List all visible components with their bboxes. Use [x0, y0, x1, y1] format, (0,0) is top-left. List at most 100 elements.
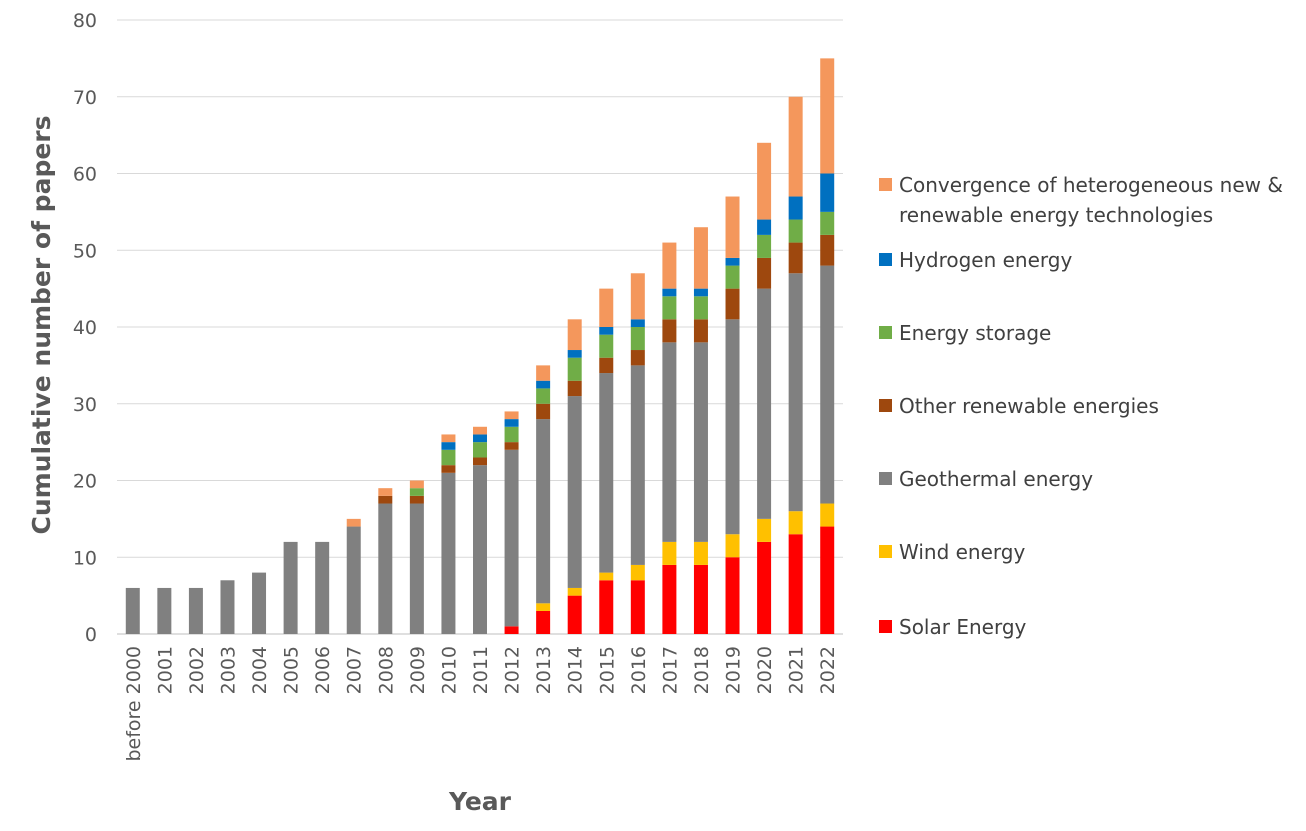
bar-segment	[441, 449, 456, 466]
bar-segment	[725, 534, 740, 558]
bar-segment	[788, 511, 803, 535]
bar-segment	[504, 449, 519, 627]
y-axis-ticks: 0 10 20 30 40 50 60 70 80	[73, 10, 97, 646]
legend-label: Energy storage	[899, 321, 1051, 345]
bar-segment	[725, 265, 740, 289]
x-tick-label: 2020	[754, 646, 776, 694]
x-tick-label: 2006	[312, 646, 334, 694]
bar-segment	[725, 288, 740, 320]
bar-segment	[693, 564, 708, 634]
legend-swatch	[879, 253, 892, 266]
bar-segment	[346, 526, 361, 634]
bar-segment	[441, 472, 456, 634]
bar-segment	[473, 457, 487, 466]
y-tick-label: 70	[73, 87, 97, 109]
bar-segment	[188, 587, 203, 634]
bar-segment	[820, 526, 835, 634]
bar-segment	[662, 342, 677, 542]
bar-segment	[378, 495, 393, 504]
bar-segment	[757, 257, 772, 289]
bar-segment	[757, 288, 772, 519]
bar-segment	[536, 365, 551, 381]
x-tick-label: 2015	[596, 646, 618, 694]
bar-segment	[536, 419, 551, 604]
bar-segment	[693, 342, 708, 542]
bar-segment	[409, 488, 424, 496]
x-tick-label: 2002	[186, 646, 208, 694]
legend-swatch	[879, 326, 892, 339]
bar-segment	[599, 334, 614, 358]
x-tick-label: 2008	[375, 646, 397, 694]
legend-swatch	[879, 178, 892, 191]
bar-segment	[630, 365, 645, 565]
bar-segment	[757, 234, 772, 258]
x-axis-ticks: before 2000 2001 2002 2003 2004 2005 2006 2007 2…	[123, 646, 839, 762]
bar-segment	[820, 234, 835, 266]
legend: Convergence of heterogeneous new & renewa…	[879, 173, 1283, 639]
bar-segment	[662, 319, 677, 343]
x-tick-label: 2005	[281, 646, 303, 694]
x-tick-label: 2019	[723, 646, 745, 694]
bar-segment	[378, 488, 393, 496]
bar-segment	[536, 603, 551, 611]
bar-segment	[504, 426, 519, 443]
bar-segment	[567, 587, 582, 596]
x-tick-label: 2013	[533, 646, 555, 694]
bar-segment	[820, 173, 835, 212]
bar-segment	[725, 196, 740, 258]
bar-segment	[662, 296, 677, 320]
legend-label: renewable energy technologies	[899, 203, 1213, 227]
bar-segment	[757, 541, 772, 634]
bar-segment	[630, 580, 645, 634]
x-tick-label: 2001	[154, 646, 176, 694]
bar-segment	[157, 587, 172, 634]
y-tick-label: 40	[73, 317, 97, 339]
bars	[125, 58, 835, 634]
legend-swatch	[879, 620, 892, 633]
bar-segment	[757, 219, 772, 235]
legend-swatch	[879, 399, 892, 412]
bar-segment	[725, 557, 740, 634]
legend-swatch	[879, 472, 892, 485]
x-tick-label: 2011	[470, 646, 492, 694]
bar-segment	[441, 434, 456, 443]
bar-segment	[441, 465, 456, 473]
bar-segment	[599, 288, 614, 327]
legend-label: Solar Energy	[899, 615, 1027, 639]
bar-segment	[788, 534, 803, 634]
bar-segment	[820, 58, 835, 174]
bar-segment	[125, 587, 140, 634]
y-axis-title: Cumulative number of papers	[27, 115, 56, 534]
bar-segment	[473, 442, 487, 458]
bar-segment	[599, 357, 614, 374]
x-tick-label: 2022	[817, 646, 839, 694]
bar-segment	[567, 396, 582, 588]
x-tick-label: 2021	[786, 646, 808, 694]
bar-segment	[725, 257, 740, 266]
bar-segment	[788, 196, 803, 220]
bar-segment	[473, 465, 487, 634]
bar-segment	[662, 541, 677, 565]
bar-segment	[567, 357, 582, 381]
bar-segment	[757, 518, 772, 542]
x-tick-label: 2017	[659, 646, 681, 694]
bar-segment	[473, 434, 487, 443]
x-tick-label: 2014	[565, 646, 587, 694]
bar-segment	[725, 319, 740, 535]
gridlines	[117, 19, 843, 635]
bar-segment	[220, 580, 235, 634]
bar-segment	[820, 265, 835, 504]
x-axis-title: Year	[448, 787, 512, 816]
x-tick-label: 2004	[249, 646, 271, 694]
bar-segment	[788, 273, 803, 512]
x-tick-label: 2018	[691, 646, 713, 694]
bar-segment	[820, 211, 835, 235]
x-tick-label: 2016	[628, 646, 650, 694]
legend-label: Hydrogen energy	[899, 248, 1072, 272]
bar-segment	[662, 564, 677, 634]
y-tick-label: 50	[73, 240, 97, 262]
bar-segment	[504, 442, 519, 450]
bar-segment	[693, 541, 708, 565]
bar-segment	[536, 610, 551, 634]
